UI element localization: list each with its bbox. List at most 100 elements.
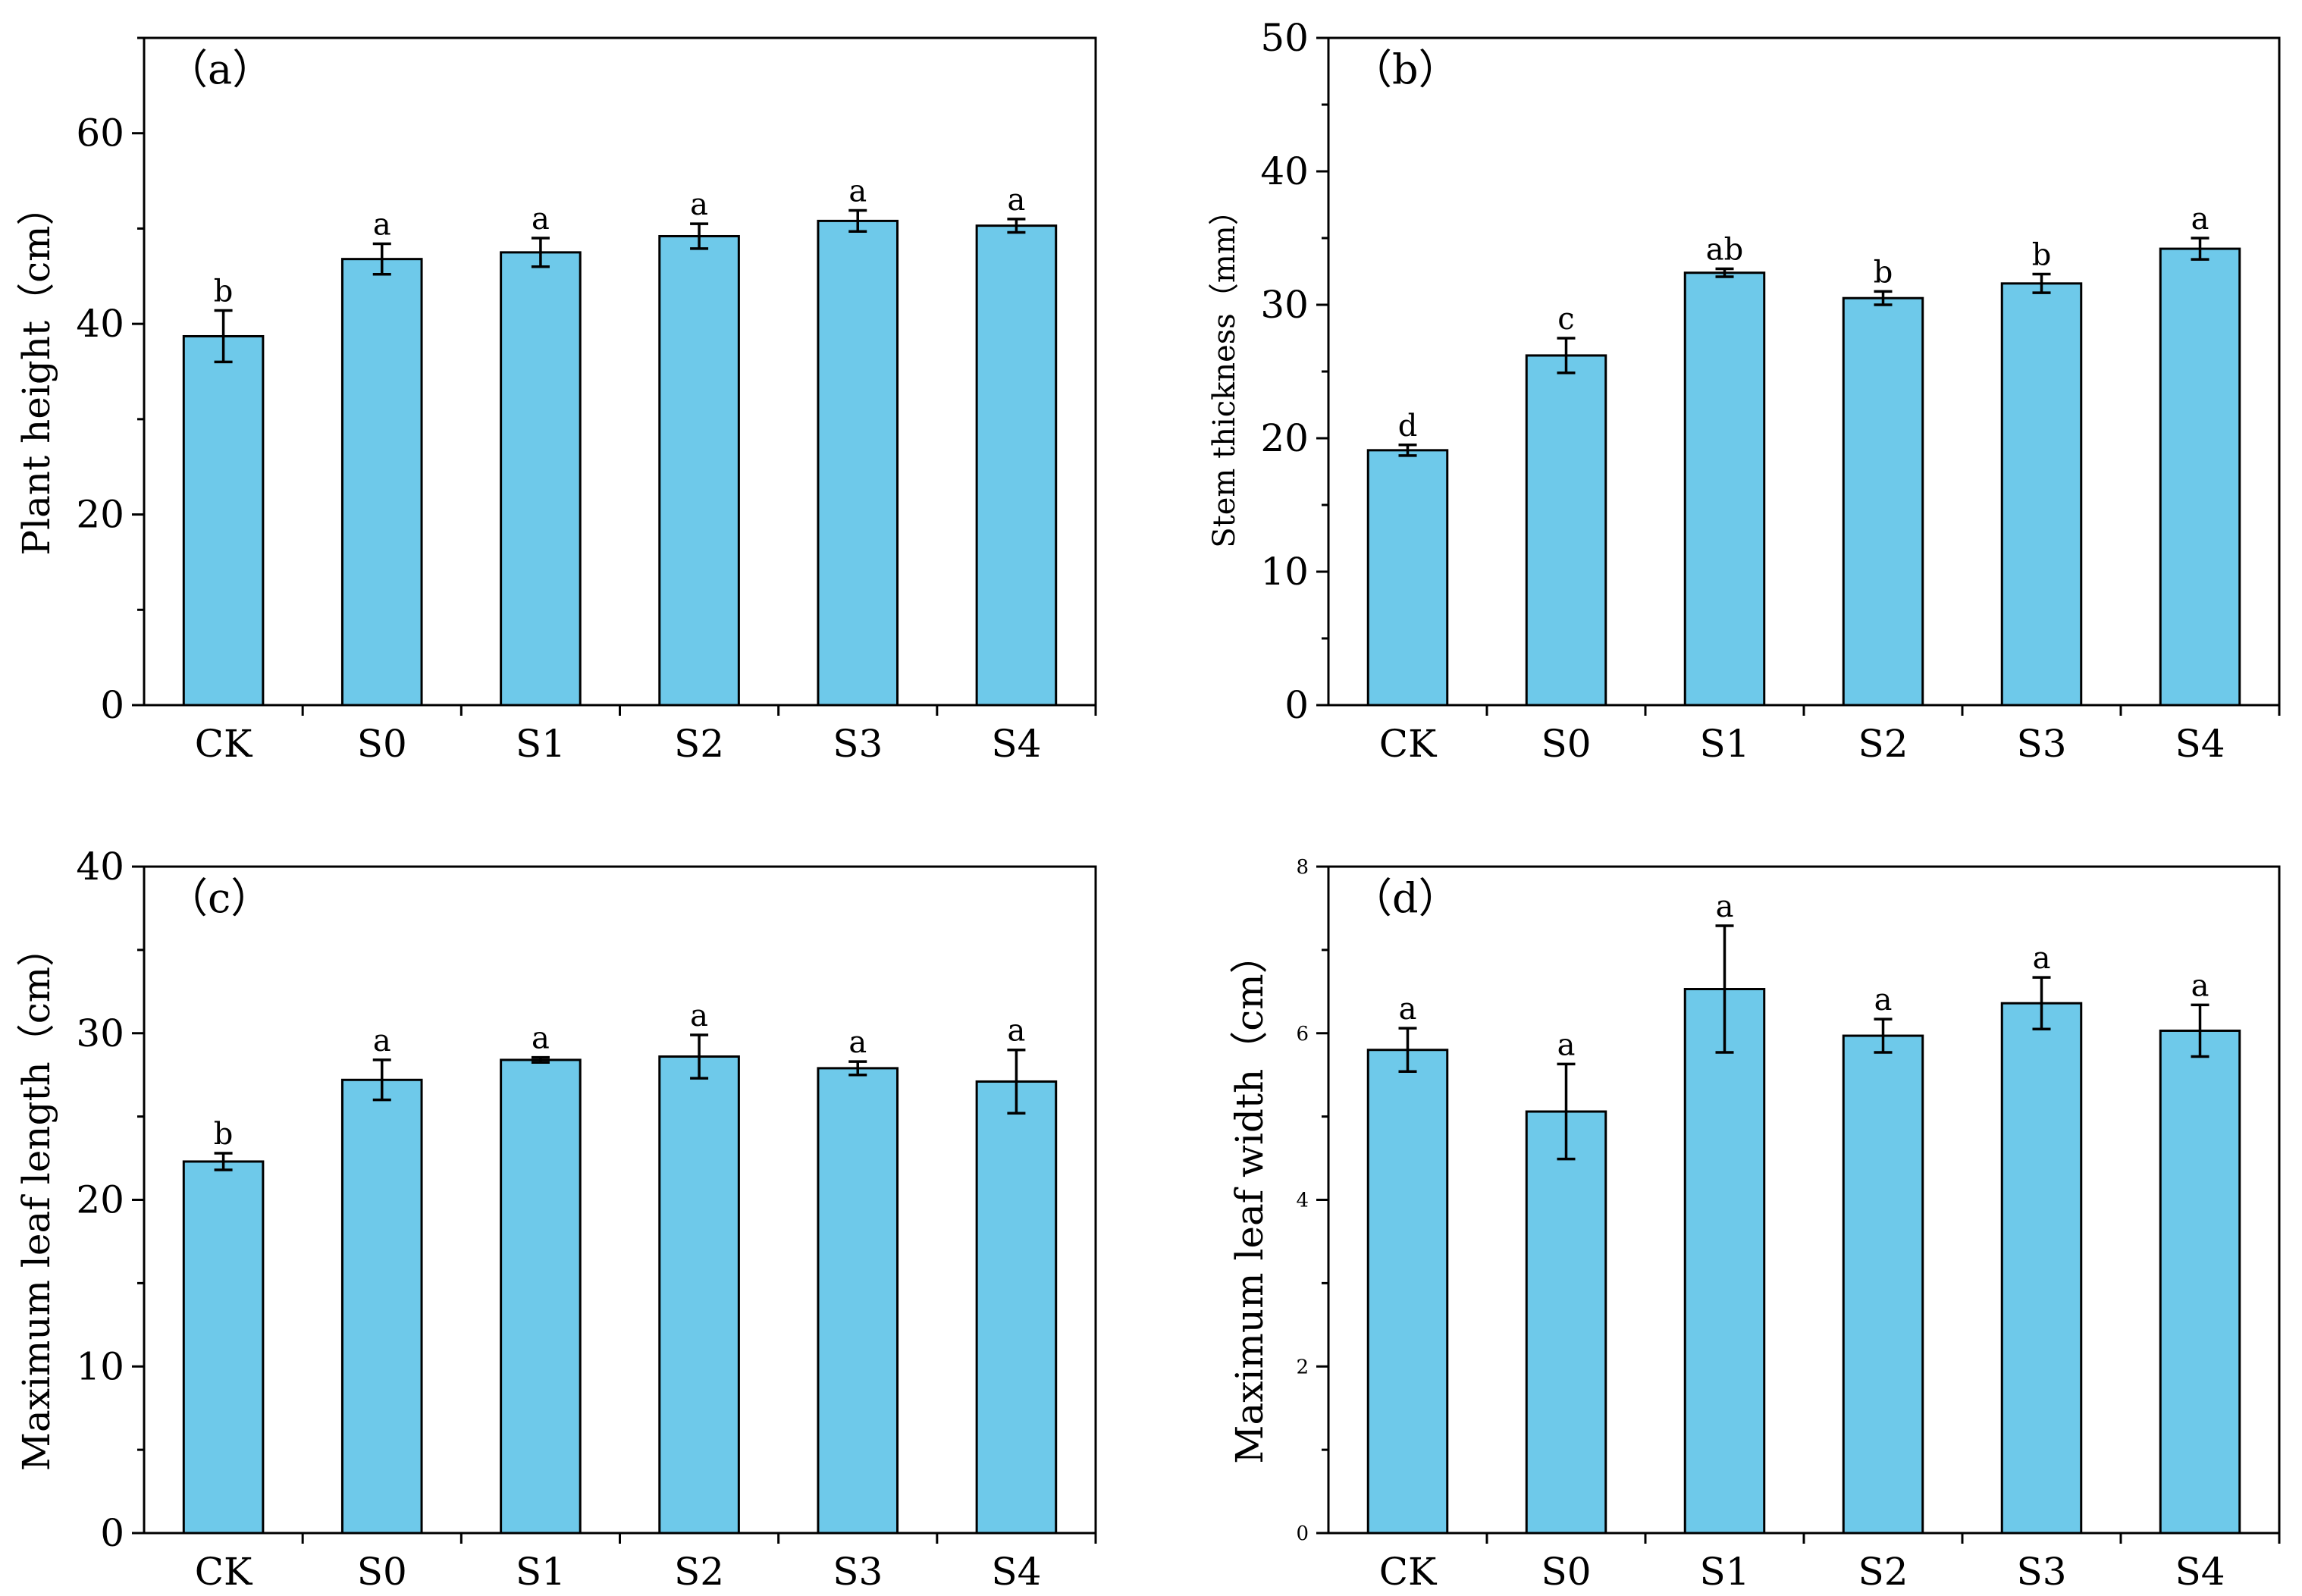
bar-s2	[658, 1055, 740, 1535]
panel-label: （c）	[167, 874, 271, 922]
y-tick-label: 0	[100, 683, 124, 727]
x-tick-label-ck: CK	[1379, 1550, 1438, 1594]
bar-s3	[817, 219, 899, 707]
y-tick-label: 6	[1296, 1023, 1309, 1046]
y-tick-label: 10	[76, 1344, 124, 1388]
bar-s1	[500, 251, 582, 707]
bar-s1	[1683, 988, 1766, 1535]
bar-s4	[975, 224, 1058, 707]
significance-label: a	[1557, 1027, 1576, 1062]
y-tick-label: 30	[76, 1011, 124, 1055]
panel-label: （b）	[1351, 45, 1460, 93]
panel-b-stem-thickness: d CK c S0 ab S1 b S2 b S3 a S4 0 10 20 30 40 50 （b） Stem th…	[1207, 16, 2281, 766]
bar-s3	[2000, 1002, 2083, 1535]
y-tick-label: 40	[1260, 149, 1309, 193]
panel-a-plant-height: b CK a S0 a S1 a S2 a S3 a S4 0 20 40 60 （a） Plant height…	[14, 36, 1097, 766]
x-tick-label-ck: CK	[195, 722, 253, 766]
x-tick-label-s3: S3	[2016, 1550, 2066, 1594]
x-tick-label-s2: S2	[1858, 722, 1908, 766]
significance-label: b	[214, 1117, 234, 1152]
x-tick-label-s0: S0	[1541, 722, 1591, 766]
bar-ck	[1366, 1049, 1449, 1535]
y-tick-label: 4	[1296, 1190, 1309, 1212]
plot-frame	[1327, 36, 2281, 707]
bar-s4	[2159, 1029, 2241, 1535]
x-tick-label-s1: S1	[516, 1550, 566, 1594]
y-tick-label: 10	[1260, 550, 1309, 594]
plot-frame	[143, 865, 1097, 1535]
y-tick-label: 30	[1260, 283, 1309, 327]
significance-label: a	[1007, 183, 1025, 218]
x-tick-label-s4: S4	[991, 1550, 1041, 1594]
y-tick-label: 50	[1260, 16, 1309, 60]
bar-ck	[182, 1160, 265, 1535]
x-tick-label-s4: S4	[2175, 1550, 2225, 1594]
y-tick-label: 0	[1284, 683, 1309, 727]
y-tick-label: 2	[1296, 1356, 1309, 1378]
x-tick-label-s1: S1	[1699, 1550, 1749, 1594]
significance-label: a	[1874, 983, 1893, 1017]
bar-s2	[658, 234, 740, 707]
significance-label: a	[1007, 1014, 1025, 1049]
y-tick-label: 20	[76, 1178, 124, 1222]
significance-label: a	[848, 1025, 867, 1060]
x-tick-label-s3: S3	[833, 1550, 883, 1594]
bar-s2	[1842, 1034, 1924, 1535]
panel-label: （a）	[167, 45, 273, 93]
y-tick-label: 8	[1296, 856, 1309, 879]
significance-label: a	[1399, 992, 1417, 1027]
y-tick-label: 20	[76, 493, 124, 537]
bar-s4	[975, 1080, 1058, 1535]
x-tick-label-s1: S1	[1699, 722, 1749, 766]
significance-label: ab	[1706, 232, 1743, 267]
x-tick-label-s0: S0	[1541, 1550, 1591, 1594]
significance-label: a	[1716, 889, 1734, 924]
significance-label: a	[532, 202, 550, 237]
y-tick-label: 20	[1260, 416, 1309, 460]
bar-s1	[1683, 271, 1766, 707]
panel-label: （d）	[1351, 874, 1460, 922]
bar-s1	[500, 1058, 582, 1535]
bar-s0	[1525, 1110, 1607, 1535]
significance-label: a	[2191, 968, 2209, 1003]
x-tick-label-s4: S4	[991, 722, 1041, 766]
plot-frame	[1327, 865, 2281, 1535]
significance-label: b	[214, 274, 234, 309]
significance-label: b	[2032, 238, 2052, 273]
x-tick-label-ck: CK	[195, 1550, 253, 1594]
y-tick-label: 0	[1296, 1522, 1309, 1545]
y-axis-title: Maximum leaf width（cm）	[1228, 936, 1272, 1463]
x-tick-label-s3: S3	[2016, 722, 2066, 766]
significance-label: a	[532, 1021, 550, 1056]
plot-frame	[143, 36, 1097, 707]
bar-s2	[1842, 296, 1924, 707]
x-tick-label-s0: S0	[357, 1550, 407, 1594]
y-tick-label: 40	[76, 302, 124, 346]
significance-label: a	[848, 174, 867, 209]
x-tick-label-s3: S3	[833, 722, 883, 766]
bar-s3	[2000, 282, 2083, 707]
x-tick-label-s2: S2	[674, 722, 724, 766]
x-tick-label-s1: S1	[516, 722, 566, 766]
significance-label: a	[690, 999, 708, 1033]
x-tick-label-s0: S0	[357, 722, 407, 766]
bar-s4	[2159, 247, 2241, 707]
significance-label: a	[373, 1024, 391, 1058]
x-tick-label-s4: S4	[2175, 722, 2225, 766]
bar-ck	[182, 334, 265, 707]
bar-ck	[1366, 449, 1449, 707]
significance-label: d	[1398, 409, 1418, 444]
panel-c-max-leaf-length: b CK a S0 a S1 a S2 a S3 a S4 0 10 20 30 40 （c） Maximum le…	[14, 845, 1097, 1594]
significance-label: a	[2191, 202, 2209, 237]
significance-label: b	[1874, 255, 1893, 290]
bar-s0	[1525, 354, 1607, 707]
bar-s0	[340, 1078, 423, 1535]
bar-s0	[340, 258, 423, 707]
significance-label: a	[690, 187, 708, 222]
y-tick-label: 0	[100, 1511, 124, 1555]
y-tick-label: 60	[76, 111, 124, 155]
y-axis-title: Maximum leaf length（cm）	[14, 929, 58, 1471]
panel-d-max-leaf-width: a CK a S0 a S1 a S2 a S3 a S4 0 2 4 6 8 （d） Maximum leaf w…	[1228, 856, 2281, 1594]
x-tick-label-s2: S2	[1858, 1550, 1908, 1594]
